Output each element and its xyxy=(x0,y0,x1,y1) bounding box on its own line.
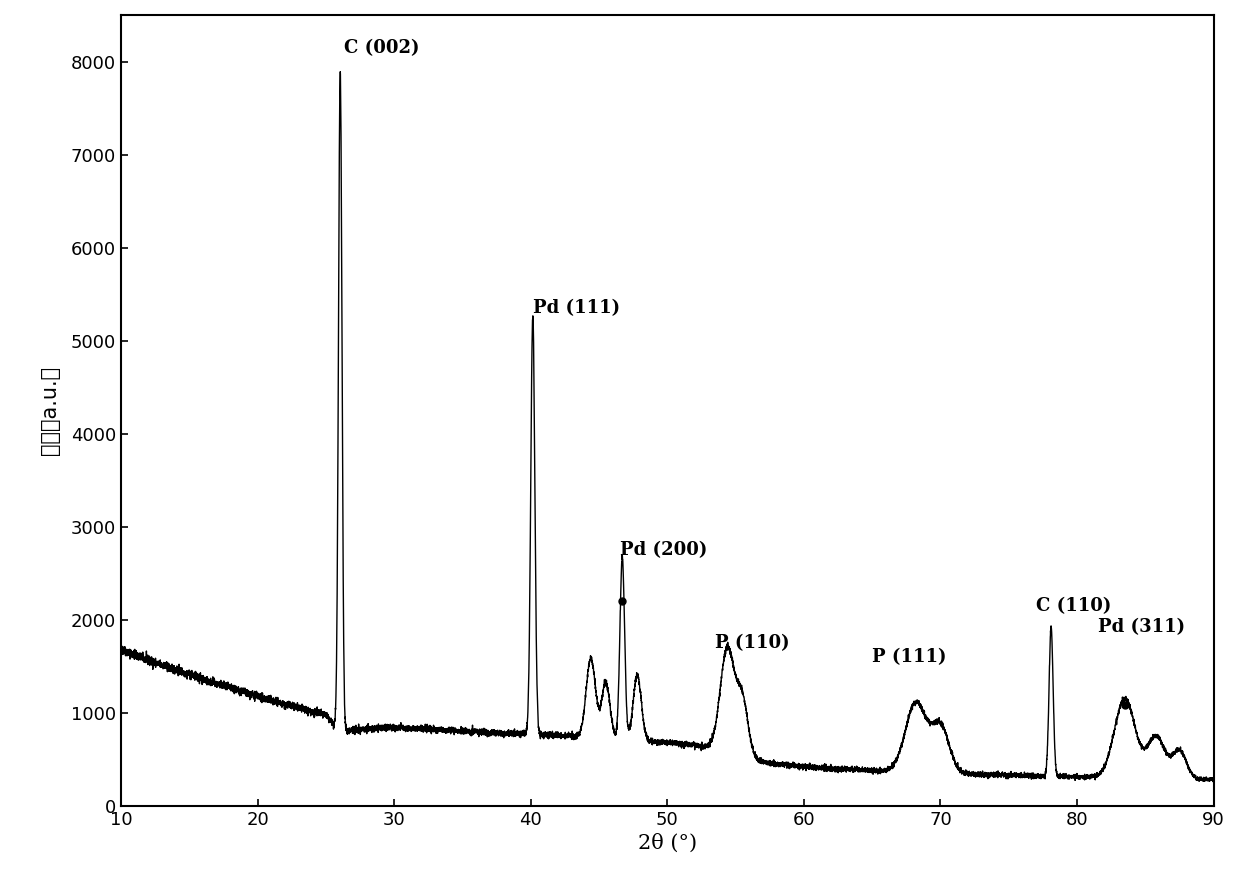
Text: P (111): P (111) xyxy=(872,649,946,666)
Text: C (002): C (002) xyxy=(343,39,419,57)
Y-axis label: 强度（a.u.）: 强度（a.u.） xyxy=(40,366,60,455)
Text: Pd (311): Pd (311) xyxy=(1097,618,1184,636)
X-axis label: 2θ (°): 2θ (°) xyxy=(637,834,697,853)
Text: Pd (111): Pd (111) xyxy=(533,299,620,317)
Text: P (110): P (110) xyxy=(715,634,790,652)
Text: Pd (200): Pd (200) xyxy=(620,541,707,559)
Text: C (110): C (110) xyxy=(1037,597,1111,615)
